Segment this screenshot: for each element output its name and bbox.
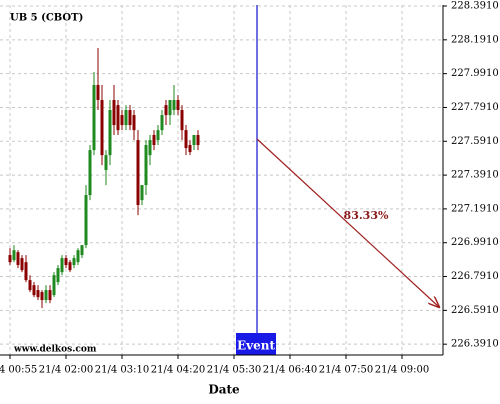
x-tick-label: 21/4 04:20 [151,365,205,376]
candle-body [28,280,32,291]
candle-body [188,145,192,153]
y-tick-label: 226.7910 [451,271,499,282]
candle-body [164,105,168,116]
candle-body [80,245,84,256]
candle-body [132,115,136,131]
y-tick-label: 228.1910 [451,34,499,45]
y-tick-label: 226.3910 [451,339,499,350]
candle-body [120,115,124,126]
candle-body [8,255,12,263]
x-tick-label: 21/4 02:00 [39,365,93,376]
candle-body [68,262,72,271]
candle-body [148,140,152,156]
x-tick-label: 21/4 06:40 [263,365,317,376]
y-tick-label: 228.3910 [451,1,499,12]
x-tick-label: 21/4 09:00 [375,365,429,376]
projection-arrow [256,138,439,307]
candle-body [36,290,40,298]
candle-body [56,268,60,283]
y-tick-label: 227.1910 [451,203,499,214]
candle-body [196,135,200,145]
candle-body [72,258,76,266]
candle-body [180,110,184,131]
y-tick-label: 227.9910 [451,68,499,79]
candle-body [176,100,180,110]
candle-body [104,155,108,171]
candle-body [48,290,52,301]
candle-body [144,145,148,186]
chart-title: UB 5 (CBOT) [10,13,83,24]
candle-body [160,115,164,131]
candle-body [172,100,176,110]
candle-body [128,110,132,126]
candle-body [168,100,172,116]
candle-body [76,250,80,263]
candle-body [136,140,140,206]
candle-body [40,292,44,301]
x-tick-label: 21/4 03:10 [95,365,149,376]
candle-body [12,250,16,261]
event-box [236,333,276,355]
candle-body [108,110,112,156]
candle-body [140,185,144,201]
candle-body [192,135,196,145]
candle-body [24,262,28,281]
y-tick-label: 227.5910 [451,136,499,147]
candle-body [32,285,36,296]
candle-body [116,105,120,131]
x-tick-label: 21/4 05:30 [207,365,261,376]
projection-label: 83.33% [344,209,389,222]
candle-body [16,252,20,266]
candle-body [60,258,64,273]
event-label: Event [237,339,275,353]
candle-body [64,258,68,266]
y-tick-label: 226.5910 [451,305,499,316]
x-tick-label: 21/4 00:55 [0,365,37,376]
candle-body [96,84,100,101]
candle-body [20,258,24,271]
y-tick-label: 227.3910 [451,170,499,181]
candle-body [44,290,48,301]
candle-body [184,130,188,149]
x-axis-title: Date [208,383,240,397]
watermark: www.delkos.com [13,345,97,355]
y-tick-label: 226.9910 [451,237,499,248]
candle-body [112,100,116,126]
candle-body [88,150,92,196]
candle-body [84,195,88,246]
candle-body [152,135,156,145]
y-tick-label: 227.7910 [451,102,499,113]
candle-body [100,100,104,156]
candle-body [52,275,56,296]
x-tick-label: 21/4 07:50 [319,365,373,376]
candle-body [124,110,128,126]
candle-body [92,84,96,151]
candle-body [156,130,160,141]
